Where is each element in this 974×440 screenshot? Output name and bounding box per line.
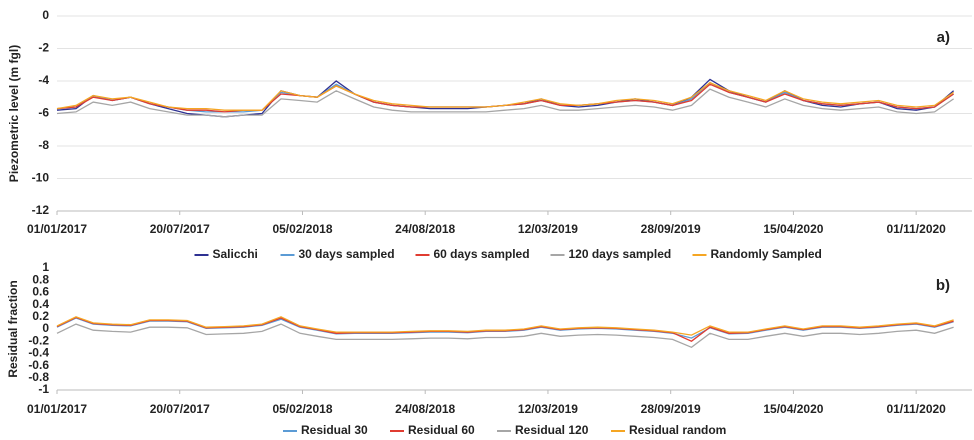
y-tick-label: -2 bbox=[38, 41, 49, 55]
series-line bbox=[56, 88, 954, 118]
y-tick-label: 0 bbox=[42, 321, 49, 335]
legend-label: 120 days sampled bbox=[569, 247, 672, 261]
series-line bbox=[56, 323, 954, 349]
y-tick-label: 0.4 bbox=[32, 297, 49, 311]
legend-label: Residual 30 bbox=[301, 423, 368, 437]
legend-label: Residual random bbox=[629, 423, 726, 437]
y-tick-label: 0.2 bbox=[32, 309, 49, 323]
panel-label: b) bbox=[936, 277, 950, 294]
series-line bbox=[56, 316, 954, 336]
series-line bbox=[56, 317, 954, 339]
y-tick-label: -8 bbox=[38, 138, 49, 152]
legend-label: 60 days sampled bbox=[434, 247, 530, 261]
x-tick-label: 05/02/2018 bbox=[272, 402, 332, 416]
x-tick-label: 15/04/2020 bbox=[763, 402, 823, 416]
legend-label: Residual 120 bbox=[515, 423, 589, 437]
x-tick-label: 12/03/2019 bbox=[518, 402, 578, 416]
x-tick-label: 01/01/2017 bbox=[27, 222, 87, 236]
legend-label: Residual 60 bbox=[408, 423, 475, 437]
y-tick-label: 1 bbox=[42, 260, 49, 274]
y-tick-label: -0.8 bbox=[28, 370, 49, 384]
y-tick-label: -4 bbox=[38, 73, 49, 87]
x-tick-label: 01/11/2020 bbox=[886, 402, 946, 416]
y-tick-label: 0.6 bbox=[32, 285, 49, 299]
y-tick-label: 0.8 bbox=[32, 272, 49, 286]
y-tick-label: 0 bbox=[42, 8, 49, 22]
legend-label: 30 days sampled bbox=[299, 247, 395, 261]
y-tick-label: -0.2 bbox=[28, 333, 49, 347]
y-axis-label: Piezometric level (m fgl) bbox=[7, 45, 21, 182]
x-tick-label: 28/09/2019 bbox=[641, 222, 701, 236]
panel-label: a) bbox=[937, 29, 950, 46]
x-tick-label: 01/11/2020 bbox=[886, 222, 946, 236]
y-tick-label: -0.4 bbox=[28, 346, 49, 360]
x-tick-label: 12/03/2019 bbox=[518, 222, 578, 236]
legend-label: Salicchi bbox=[213, 247, 258, 261]
x-tick-label: 24/08/2018 bbox=[395, 222, 455, 236]
y-tick-label: -1 bbox=[38, 382, 49, 396]
x-tick-label: 24/08/2018 bbox=[395, 402, 455, 416]
x-tick-label: 15/04/2020 bbox=[763, 222, 823, 236]
x-tick-label: 05/02/2018 bbox=[272, 222, 332, 236]
y-axis-label: Residual fraction bbox=[6, 280, 20, 377]
y-tick-label: -10 bbox=[32, 171, 50, 185]
y-tick-label: -6 bbox=[38, 106, 49, 120]
series-line bbox=[56, 81, 954, 111]
x-tick-label: 20/07/2017 bbox=[150, 222, 210, 236]
legend-label: Randomly Sampled bbox=[711, 247, 822, 261]
x-tick-label: 28/09/2019 bbox=[641, 402, 701, 416]
x-tick-label: 01/01/2017 bbox=[27, 402, 87, 416]
y-tick-label: -0.6 bbox=[28, 358, 49, 372]
x-tick-label: 20/07/2017 bbox=[150, 402, 210, 416]
y-tick-label: -12 bbox=[32, 203, 50, 217]
